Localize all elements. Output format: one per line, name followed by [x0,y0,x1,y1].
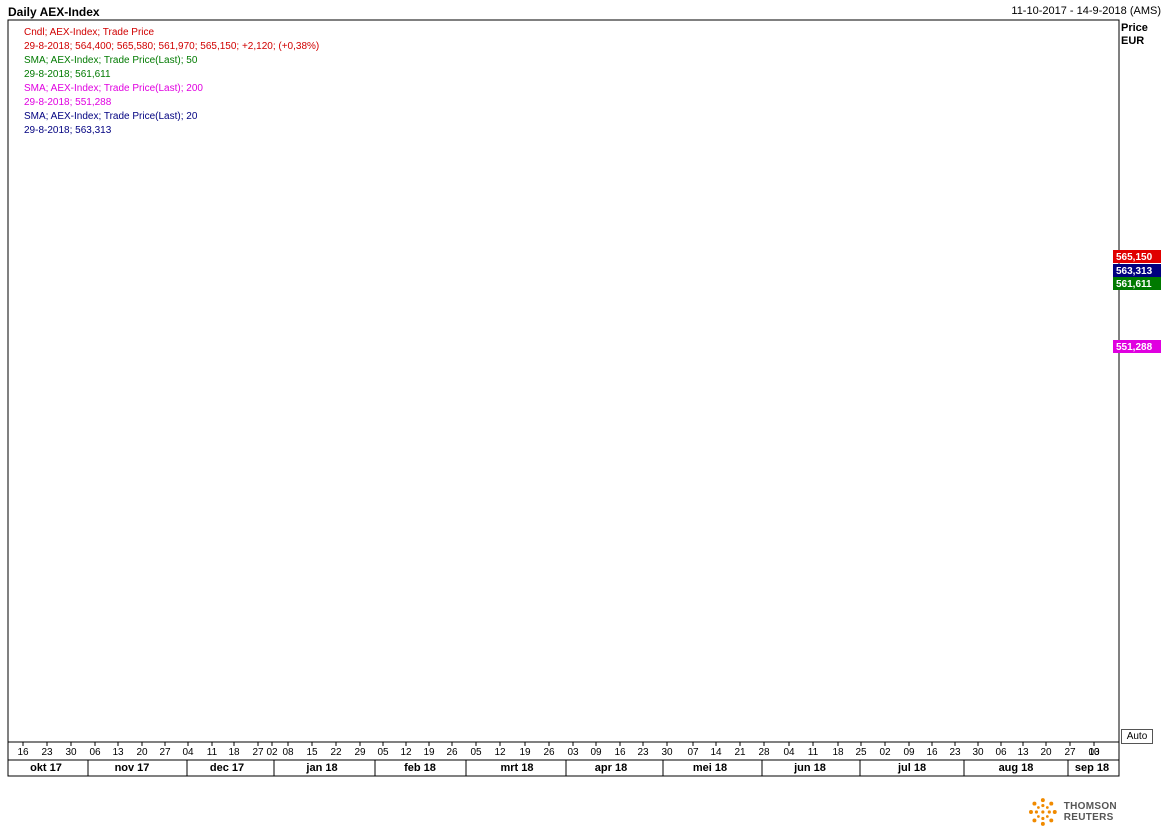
x-day-label: 30 [661,747,673,758]
x-month-label: apr 18 [595,762,627,774]
x-day-label: 05 [377,747,389,758]
x-day-label: 21 [734,747,746,758]
x-day-label: 26 [446,747,458,758]
x-day-label: 02 [879,747,891,758]
x-day-label: 27 [252,747,264,758]
x-day-label: 18 [228,747,240,758]
x-month-label: mei 18 [693,762,727,774]
reuters-dots-icon [1028,798,1057,826]
x-month-label: aug 18 [999,762,1034,774]
x-day-label: 19 [519,747,531,758]
price-tag-label: 565,150 [1116,252,1153,263]
x-day-label: 26 [543,747,555,758]
x-day-label: 13 [1017,747,1029,758]
price-tag-bg [1113,264,1161,277]
x-day-label: 04 [182,747,194,758]
x-day-label: 07 [687,747,699,758]
price-axis-title: Price EUR [1121,22,1148,48]
x-day-label: 11 [207,747,218,758]
x-day-label: 16 [926,747,938,758]
x-day-label: 09 [903,747,915,758]
chart-title: Daily AEX-Index [8,5,100,19]
x-month-label: dec 17 [210,762,244,774]
x-day-label: 09 [590,747,602,758]
currency-label: EUR [1121,35,1145,47]
x-month-label: mrt 18 [500,762,533,774]
logo-text: THOMSON REUTERS [1063,801,1117,823]
x-month-label: feb 18 [404,762,436,774]
x-day-label: 03 [1088,747,1100,758]
x-day-label: 20 [1040,747,1052,758]
x-day-label: 08 [282,747,294,758]
x-day-label: 11 [808,747,819,758]
legend-sma20-value: 29-8-2018; 563,313 [24,125,112,136]
price-tags: 565,150 563,313 561,611 551,288 [1113,250,1161,353]
x-day-label: 05 [470,747,482,758]
price-tag-label: 561,611 [1116,279,1152,290]
x-month-label: sep 18 [1075,762,1109,774]
legend-sma20-title: SMA; AEX-Index; Trade Price(Last); 20 [24,111,198,122]
price-tag-bg [1113,340,1161,353]
price-label: Price [1121,22,1148,34]
legend-sma50-value: 29-8-2018; 561,611 [24,69,111,80]
x-month-label: jan 18 [305,762,337,774]
x-day-label: 25 [855,747,867,758]
legend: Cndl; AEX-Index; Trade Price 29-8-2018; … [24,26,319,138]
legend-candle-title: Cndl; AEX-Index; Trade Price [24,27,155,38]
x-month-label: jun 18 [793,762,826,774]
x-day-label: 04 [783,747,795,758]
x-day-label: 22 [330,747,342,758]
x-day-label: 30 [65,747,77,758]
x-day-label: 27 [159,747,171,758]
x-axis: 16 23 30 06 13 20 27 04 11 18 27 02 08 15 22 29 05 12 19 26… [17,742,1109,776]
x-day-label: 29 [354,747,366,758]
legend-sma50-title: SMA; AEX-Index; Trade Price(Last); 50 [24,55,198,66]
x-day-label: 20 [136,747,148,758]
legend-candle-values: 29-8-2018; 564,400; 565,580; 561,970; 56… [24,41,320,52]
x-day-label: 23 [41,747,53,758]
date-range: 11-10-2017 - 14-9-2018 (AMS) [1011,5,1161,17]
x-month-label: nov 17 [115,762,150,774]
x-month-label: okt 17 [30,762,62,774]
price-tag-label: 551,288 [1116,342,1153,353]
x-day-label: 23 [949,747,961,758]
x-day-label: 03 [567,747,579,758]
thomson-reuters-logo: THOMSON REUTERS [1028,797,1169,827]
x-month-label: jul 18 [897,762,926,774]
x-day-label: 13 [112,747,124,758]
price-tag-bg [1113,250,1161,263]
x-day-label: 12 [494,747,506,758]
x-day-label: 28 [758,747,770,758]
x-day-label: 02 [266,747,278,758]
legend-sma200-value: 29-8-2018; 551,288 [24,97,112,108]
time-axis-frame [7,741,1120,777]
x-day-label: 27 [1064,747,1076,758]
x-day-label: 15 [306,747,318,758]
x-day-label: 06 [995,747,1007,758]
auto-scale-button[interactable]: Auto [1121,729,1153,744]
x-day-label: 18 [832,747,844,758]
x-day-label: 12 [400,747,412,758]
price-tag-bg [1113,277,1161,290]
x-day-label: 14 [710,747,722,758]
x-day-label: 16 [17,747,29,758]
x-day-label: 16 [614,747,626,758]
x-day-label: 06 [89,747,101,758]
x-day-label: 30 [972,747,984,758]
x-day-label: 10 [1088,747,1100,758]
price-tag-label: 563,313 [1116,266,1153,277]
x-day-label: 19 [423,747,435,758]
x-day-label: 23 [637,747,649,758]
legend-sma200-title: SMA; AEX-Index; Trade Price(Last); 200 [24,83,203,94]
